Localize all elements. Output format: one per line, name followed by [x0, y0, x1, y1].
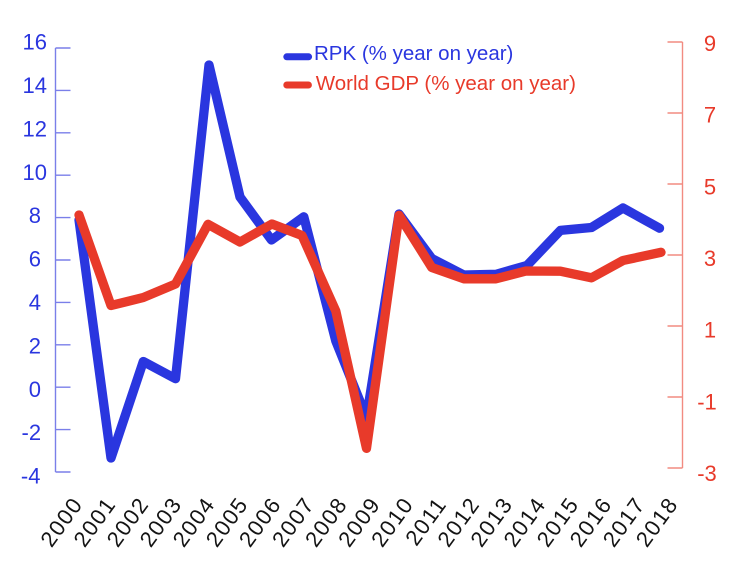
svg-text:8: 8 [29, 203, 41, 228]
svg-text:2: 2 [29, 333, 41, 358]
svg-text:RPK (% year on year): RPK (% year on year) [314, 42, 513, 65]
svg-text:-1: -1 [697, 389, 717, 414]
svg-text:3: 3 [704, 246, 716, 271]
svg-text:-3: -3 [697, 461, 717, 486]
svg-text:14: 14 [22, 73, 46, 98]
svg-text:4: 4 [29, 290, 41, 315]
svg-text:10: 10 [22, 160, 46, 185]
svg-text:World GDP (% year on year): World GDP (% year on year) [316, 72, 576, 95]
svg-text:6: 6 [29, 247, 41, 272]
svg-text:9: 9 [704, 31, 716, 56]
svg-text:-4: -4 [21, 464, 41, 489]
svg-text:0: 0 [29, 377, 41, 402]
svg-text:-2: -2 [22, 420, 42, 445]
svg-text:7: 7 [704, 103, 716, 128]
svg-text:16: 16 [22, 30, 46, 55]
svg-text:1: 1 [704, 318, 716, 343]
svg-text:12: 12 [22, 116, 46, 141]
svg-text:5: 5 [704, 174, 716, 199]
